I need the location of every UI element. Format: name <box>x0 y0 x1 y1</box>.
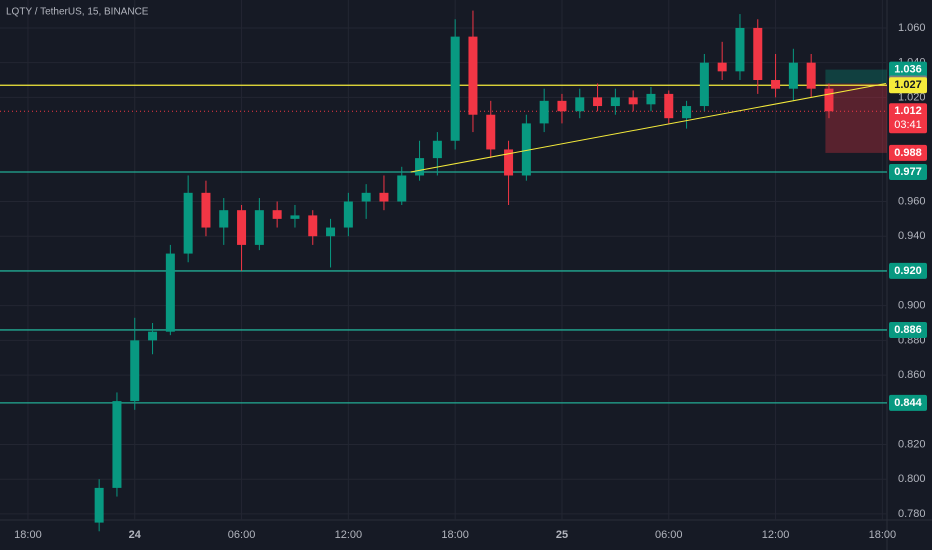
candle-body <box>415 158 425 176</box>
price-tag <box>889 103 927 134</box>
y-tick-label: 0.780 <box>898 508 926 520</box>
candle-body <box>326 227 336 237</box>
price-tag-label: 1.027 <box>894 79 922 91</box>
candle-body <box>237 210 247 245</box>
y-tick-label: 0.820 <box>898 438 926 450</box>
chart-title: LQTY / TetherUS, 15, BINANCE <box>6 7 149 18</box>
price-tag-label: 0.977 <box>894 166 922 178</box>
position-loss-zone <box>825 83 887 153</box>
y-tick-label: 0.900 <box>898 300 926 312</box>
candle-body <box>397 175 407 202</box>
price-tag <box>889 144 927 161</box>
price-tag-label: 1.036 <box>894 64 922 76</box>
candle-body <box>308 215 318 237</box>
candle-body <box>361 192 371 202</box>
y-tick-label: 1.060 <box>898 22 926 34</box>
candle-body <box>539 100 549 124</box>
candle-body <box>379 192 389 202</box>
price-tag <box>889 262 927 279</box>
candle-body <box>735 27 745 72</box>
candle-body <box>771 80 781 89</box>
x-tick-label: 18:00 <box>869 529 897 541</box>
x-tick-label: 25 <box>556 529 568 541</box>
candle-body <box>130 340 140 402</box>
candle-body <box>468 36 478 115</box>
candle-body <box>94 487 104 523</box>
candle-body <box>148 331 158 341</box>
price-tag-label: 0.988 <box>894 147 922 159</box>
price-tag-label: 0.920 <box>894 265 922 277</box>
candle-body <box>450 36 460 141</box>
candle-body <box>183 192 193 254</box>
candle-body <box>664 93 674 119</box>
y-tick-label: 1.020 <box>898 91 926 103</box>
candle-body <box>753 27 763 81</box>
y-tick-label: 0.860 <box>898 369 926 381</box>
price-tag <box>889 61 927 78</box>
candle-body <box>343 201 353 228</box>
y-tick-label: 0.940 <box>898 230 926 242</box>
x-tick-label: 06:00 <box>228 529 256 541</box>
y-tick-label: 0.960 <box>898 195 926 207</box>
candle-body <box>646 93 656 105</box>
candle-body <box>219 210 229 228</box>
candle-body <box>557 100 567 112</box>
price-tag <box>889 77 927 94</box>
candle-body <box>290 215 300 219</box>
candle-body <box>254 210 264 245</box>
candle-body <box>717 62 727 72</box>
candle-body <box>806 62 816 89</box>
candle-body <box>682 106 692 119</box>
candle-body <box>628 97 638 105</box>
price-tag-label: 0.844 <box>894 397 922 409</box>
x-tick-label: 24 <box>129 529 142 541</box>
candle-body <box>432 140 442 159</box>
x-tick-label: 06:00 <box>655 529 683 541</box>
x-tick-label: 12:00 <box>762 529 790 541</box>
x-tick-label: 18:00 <box>14 529 42 541</box>
candle-body <box>610 97 620 107</box>
candle-body <box>504 149 514 176</box>
y-tick-label: 0.800 <box>898 473 926 485</box>
price-tag <box>889 321 927 338</box>
position-profit-zone <box>825 69 887 84</box>
candle-body <box>824 88 834 112</box>
candle-body <box>201 192 211 228</box>
candle-body <box>112 401 122 488</box>
price-countdown: 03:41 <box>894 119 922 131</box>
candle-body <box>165 253 175 332</box>
candle-body <box>575 97 585 112</box>
candle-body <box>699 62 709 107</box>
price-tag-label: 1.012 <box>894 105 922 117</box>
x-tick-label: 12:00 <box>335 529 363 541</box>
candle-body <box>272 210 282 219</box>
trend-line <box>410 82 887 173</box>
price-tag <box>889 164 927 181</box>
candle-body <box>486 114 496 150</box>
price-tag <box>889 394 927 411</box>
x-tick-label: 18:00 <box>441 529 469 541</box>
candle-body <box>521 123 531 176</box>
candle-body <box>593 97 603 107</box>
price-tag-label: 0.886 <box>894 324 922 336</box>
candle-body <box>788 62 798 89</box>
